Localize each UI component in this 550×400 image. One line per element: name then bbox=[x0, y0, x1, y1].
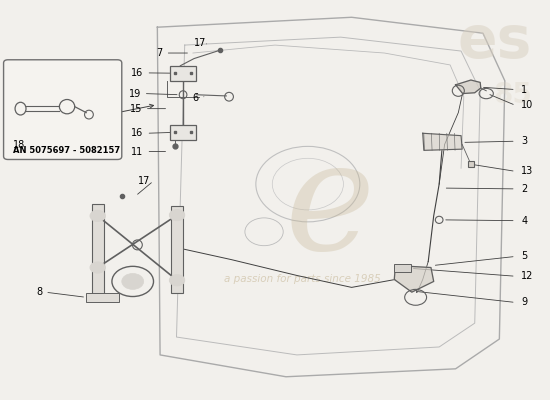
Text: 11: 11 bbox=[131, 146, 144, 156]
Text: 17: 17 bbox=[139, 176, 151, 186]
FancyBboxPatch shape bbox=[170, 124, 196, 140]
Circle shape bbox=[169, 275, 185, 286]
Text: 1: 1 bbox=[521, 84, 527, 94]
Text: e: e bbox=[284, 134, 375, 282]
FancyBboxPatch shape bbox=[92, 204, 104, 297]
Text: 15: 15 bbox=[130, 104, 142, 114]
Circle shape bbox=[90, 210, 106, 222]
FancyBboxPatch shape bbox=[4, 60, 122, 160]
Circle shape bbox=[90, 262, 106, 273]
Text: 10: 10 bbox=[521, 100, 534, 110]
Text: 18: 18 bbox=[13, 140, 26, 150]
FancyBboxPatch shape bbox=[171, 206, 183, 293]
Text: 9: 9 bbox=[521, 298, 527, 308]
Text: 13: 13 bbox=[521, 166, 534, 176]
Polygon shape bbox=[455, 80, 481, 94]
FancyBboxPatch shape bbox=[86, 292, 119, 302]
Text: 7: 7 bbox=[157, 48, 163, 58]
Polygon shape bbox=[423, 133, 462, 150]
Polygon shape bbox=[394, 266, 434, 292]
Text: es: es bbox=[458, 13, 532, 70]
Text: 85: 85 bbox=[493, 81, 532, 109]
Text: 6: 6 bbox=[192, 92, 199, 102]
FancyBboxPatch shape bbox=[170, 66, 196, 81]
Text: 8: 8 bbox=[36, 287, 42, 297]
Circle shape bbox=[169, 210, 185, 221]
Text: 17: 17 bbox=[194, 38, 207, 48]
Text: 12: 12 bbox=[521, 271, 534, 281]
Text: 19: 19 bbox=[129, 88, 141, 98]
Text: 3: 3 bbox=[521, 136, 527, 146]
Text: a passion for parts since 1985: a passion for parts since 1985 bbox=[224, 274, 381, 284]
Text: 5: 5 bbox=[521, 252, 527, 262]
Circle shape bbox=[122, 274, 144, 289]
Text: 16: 16 bbox=[131, 128, 144, 138]
Text: 2: 2 bbox=[521, 184, 527, 194]
Text: 4: 4 bbox=[521, 216, 527, 226]
Text: AN 5075697 - 5082157: AN 5075697 - 5082157 bbox=[13, 146, 120, 155]
FancyBboxPatch shape bbox=[394, 264, 411, 272]
Text: 16: 16 bbox=[131, 68, 144, 78]
